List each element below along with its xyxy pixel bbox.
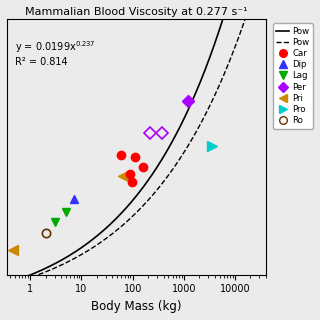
Title: Mammalian Blood Viscosity at 0.277 s⁻¹: Mammalian Blood Viscosity at 0.277 s⁻¹: [25, 7, 248, 17]
X-axis label: Body Mass (kg): Body Mass (kg): [91, 300, 182, 313]
Text: y = 0.0199x$^{0.237}$
R² = 0.814: y = 0.0199x$^{0.237}$ R² = 0.814: [15, 40, 95, 67]
Legend: Pow, Pow, Car, Dip, Lag, Per, Pri, Pro, Ro: Pow, Pow, Car, Dip, Lag, Per, Pri, Pro, …: [273, 23, 313, 129]
